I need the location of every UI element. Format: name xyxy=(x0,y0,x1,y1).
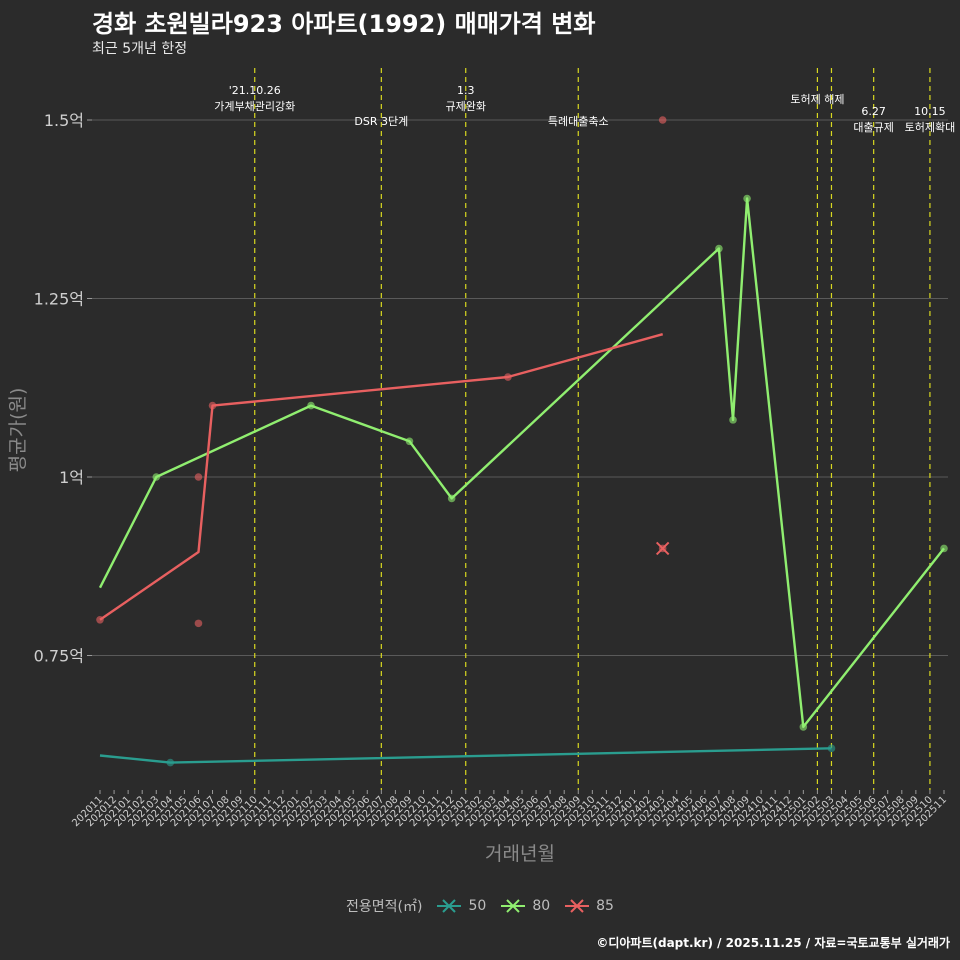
legend-label-85: 85 xyxy=(596,898,614,914)
event-label: 규제완화 xyxy=(445,100,485,113)
series-point-80 xyxy=(799,723,808,731)
series-point-80 xyxy=(743,194,751,203)
legend-item-50: 50 xyxy=(436,896,486,916)
legend-item-85: 85 xyxy=(564,896,614,916)
event-label: 1.3 xyxy=(457,84,475,97)
legend-title: 전용면적(㎡) xyxy=(346,899,423,915)
y-axis-title: 평균가(원) xyxy=(7,388,29,473)
series-point-80 xyxy=(307,401,315,410)
event-label: 특례대출축소 xyxy=(548,115,609,128)
legend-item-80: 80 xyxy=(500,896,550,916)
chart-subtitle: 최근 5개년 한정 xyxy=(92,41,188,57)
legend: 전용면적(㎡) 50 80 85 xyxy=(0,896,960,916)
event-label: 가계부채관리강화 xyxy=(214,100,295,113)
series-cross-85 xyxy=(655,541,670,556)
series-point-85 xyxy=(504,373,512,381)
event-label: 토허제확대 xyxy=(905,121,956,134)
legend-label-80: 80 xyxy=(532,898,551,914)
series-point-85 xyxy=(96,616,104,624)
legend-key-50-icon xyxy=(437,899,462,913)
x-axis-title: 거래년월 xyxy=(485,843,555,865)
event-label: 대출규제 xyxy=(853,121,893,134)
series-point-50 xyxy=(166,758,175,767)
event-label: 토허제 해제 xyxy=(790,92,844,106)
source-caption: ©디아파트(dapt.kr) / 2025.11.25 / 자료=국토교통부 실… xyxy=(596,936,950,950)
series-point-80 xyxy=(447,494,456,503)
legend-label-50: 50 xyxy=(468,898,487,914)
chart-title: 경화 초원빌라923 아파트(1992) 매매가격 변화 xyxy=(92,10,596,38)
series-line-80 xyxy=(98,197,945,729)
legend-key-85-icon xyxy=(565,899,590,913)
series-point-85 xyxy=(208,401,217,410)
event-label: 10.15 xyxy=(914,105,946,118)
series-point-85 xyxy=(194,473,203,481)
series-point-80 xyxy=(940,544,948,553)
y-tick-label: 1.5억 xyxy=(44,111,84,130)
event-label: 6.27 xyxy=(861,105,886,118)
y-tick-label: 1.25억 xyxy=(34,290,84,309)
y-tick-label: 1억 xyxy=(59,468,84,487)
series-point-80 xyxy=(715,244,723,253)
legend-key-80-icon xyxy=(501,899,526,913)
series-line-50 xyxy=(99,747,832,764)
series-point-80 xyxy=(729,416,737,424)
series-point-80 xyxy=(405,437,414,446)
y-tick-label: 0.75억 xyxy=(34,647,84,666)
series-point-85 xyxy=(658,116,667,124)
series-point-50 xyxy=(827,744,836,753)
event-label: DSR 3단계 xyxy=(354,115,408,128)
event-label: '21.10.26 xyxy=(229,84,281,97)
series-point-80 xyxy=(152,473,161,481)
series-point-85 xyxy=(194,619,203,628)
